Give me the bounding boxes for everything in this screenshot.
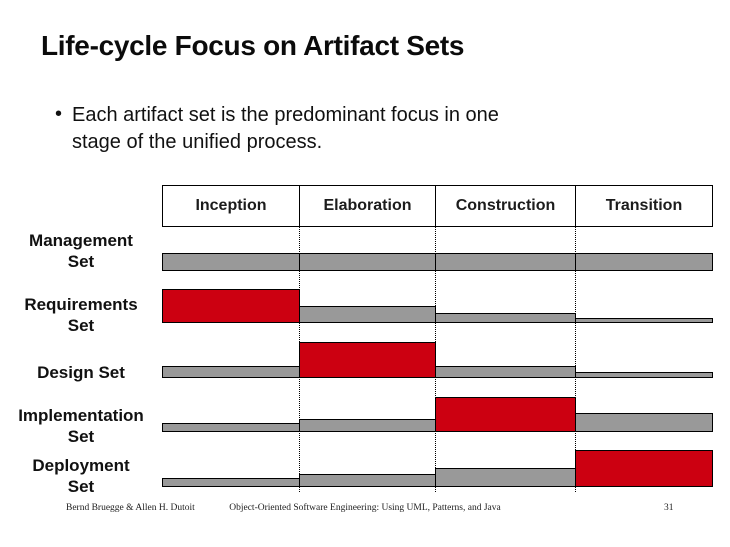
row-label-line: Requirements xyxy=(24,295,138,314)
phase-header-inception: Inception xyxy=(162,185,300,227)
row-label-deployment-set: Deployment Set xyxy=(0,455,162,497)
row-label-management-set: Management Set xyxy=(0,230,162,272)
bar-deployment-set-construction xyxy=(435,468,576,487)
bar-requirements-set-elaboration xyxy=(299,306,436,323)
bar-requirements-set-inception-predominant xyxy=(162,289,300,323)
row-label-line: Set xyxy=(67,427,95,446)
row-label-line: Set xyxy=(67,316,95,335)
bar-design-set-transition xyxy=(575,372,713,378)
bar-implementation-set-inception xyxy=(162,423,300,432)
bar-management-set-elaboration xyxy=(299,253,436,271)
bullet-text: Each artifact set is the predominant foc… xyxy=(72,102,499,156)
footer-page-number: 31 xyxy=(664,503,674,513)
row-label-line: Set xyxy=(67,252,95,271)
bar-design-set-inception xyxy=(162,366,300,378)
row-label-implementation-set: Implementation Set xyxy=(0,405,162,447)
bar-deployment-set-inception xyxy=(162,478,300,487)
footer-authors: Bernd Bruegge & Allen H. Dutoit xyxy=(66,503,195,513)
row-label-design-set: Design Set xyxy=(0,362,162,383)
bullet-line: Each artifact set is the predominant foc… xyxy=(72,104,499,126)
row-label-line: Deployment xyxy=(32,456,130,475)
bullet-line: stage of the unified process. xyxy=(72,131,323,153)
row-label-line: Design Set xyxy=(37,363,125,382)
bar-management-set-transition xyxy=(575,253,713,271)
bar-implementation-set-elaboration xyxy=(299,419,436,432)
bullet-icon: • xyxy=(55,103,63,125)
bar-management-set-inception xyxy=(162,253,300,271)
bar-implementation-set-construction-predominant xyxy=(435,397,576,432)
phase-header-construction: Construction xyxy=(435,185,576,227)
phase-gridline-transition xyxy=(575,227,576,492)
bar-deployment-set-elaboration xyxy=(299,474,436,487)
bar-design-set-construction xyxy=(435,366,576,378)
bar-requirements-set-construction xyxy=(435,313,576,323)
bar-requirements-set-transition xyxy=(575,318,713,323)
row-label-line: Implementation xyxy=(18,406,144,425)
row-label-line: Set xyxy=(67,477,95,496)
bar-management-set-construction xyxy=(435,253,576,271)
phase-header-elaboration: Elaboration xyxy=(299,185,436,227)
bar-design-set-elaboration-predominant xyxy=(299,342,436,378)
phase-header-transition: Transition xyxy=(575,185,713,227)
row-label-line: Management xyxy=(29,231,133,250)
slide-title: Life-cycle Focus on Artifact Sets xyxy=(41,30,465,61)
footer-course-title: Object-Oriented Software Engineering: Us… xyxy=(229,503,501,513)
row-label-requirements-set: Requirements Set xyxy=(0,294,162,336)
bar-deployment-set-transition-predominant xyxy=(575,450,713,487)
bar-implementation-set-transition xyxy=(575,413,713,432)
